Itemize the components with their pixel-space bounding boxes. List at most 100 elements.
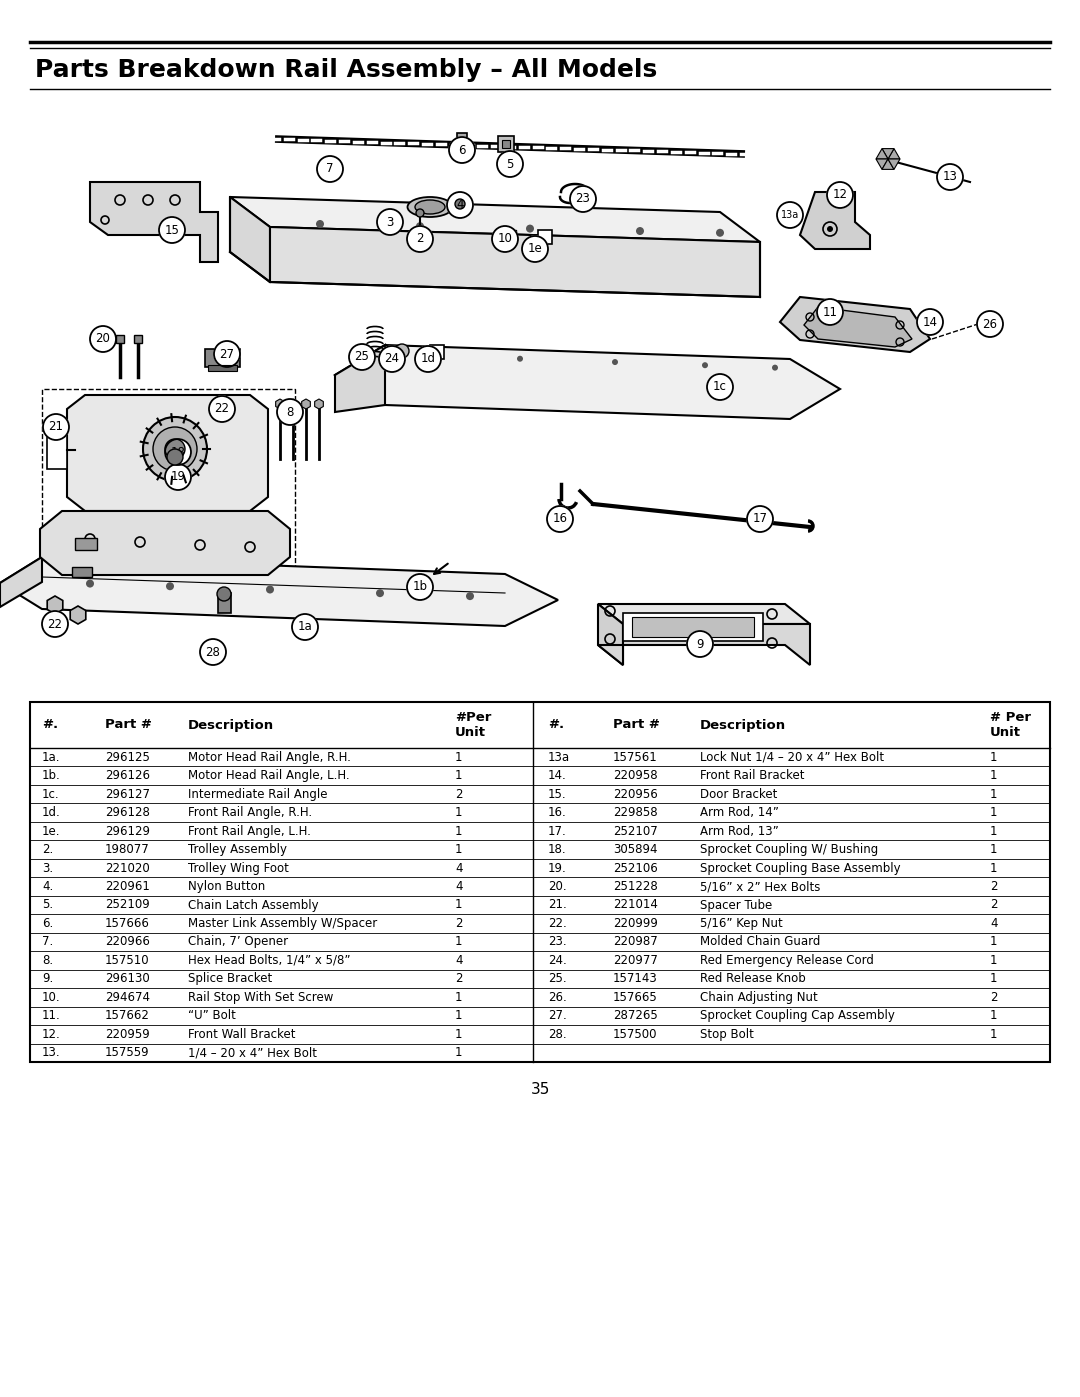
Text: Front Rail Angle, R.H.: Front Rail Angle, R.H. xyxy=(188,806,312,819)
Circle shape xyxy=(266,585,274,594)
Circle shape xyxy=(395,344,409,358)
Polygon shape xyxy=(888,159,900,169)
Text: 8.: 8. xyxy=(42,954,53,967)
Text: 3: 3 xyxy=(387,215,394,229)
Polygon shape xyxy=(90,182,218,263)
Circle shape xyxy=(159,217,185,243)
Text: 1: 1 xyxy=(455,898,462,911)
Text: 15: 15 xyxy=(164,224,179,236)
Text: 157143: 157143 xyxy=(613,972,658,985)
Polygon shape xyxy=(598,604,810,624)
Text: 12.: 12. xyxy=(42,1028,60,1041)
Circle shape xyxy=(416,210,424,217)
Text: Parts Breakdown Rail Assembly – All Models: Parts Breakdown Rail Assembly – All Mode… xyxy=(35,59,658,82)
Circle shape xyxy=(42,610,68,637)
Text: 13.: 13. xyxy=(42,1046,60,1059)
Text: 220999: 220999 xyxy=(613,916,658,930)
Text: 1: 1 xyxy=(990,1028,998,1041)
Text: 2: 2 xyxy=(990,990,998,1004)
Text: 13a: 13a xyxy=(781,210,799,219)
Polygon shape xyxy=(0,557,42,608)
Text: Part #: Part # xyxy=(105,718,152,732)
Text: 1b: 1b xyxy=(413,581,428,594)
Text: 1d.: 1d. xyxy=(42,806,60,819)
Circle shape xyxy=(447,191,473,218)
Bar xyxy=(504,231,516,240)
Text: “U” Bolt: “U” Bolt xyxy=(188,1009,235,1023)
Text: 251228: 251228 xyxy=(613,880,658,893)
Circle shape xyxy=(977,312,1003,337)
Circle shape xyxy=(143,416,207,481)
Circle shape xyxy=(526,225,534,232)
Text: 27.: 27. xyxy=(548,1009,567,1023)
Text: 220987: 220987 xyxy=(613,936,658,949)
Bar xyxy=(498,136,514,152)
Polygon shape xyxy=(598,624,810,665)
Polygon shape xyxy=(876,159,888,169)
Text: 1/4 – 20 x 4” Hex Bolt: 1/4 – 20 x 4” Hex Bolt xyxy=(188,1046,318,1059)
Text: 4: 4 xyxy=(455,954,462,967)
Text: Red Emergency Release Cord: Red Emergency Release Cord xyxy=(700,954,874,967)
Text: 1: 1 xyxy=(990,824,998,838)
Bar xyxy=(632,617,754,637)
Text: 18: 18 xyxy=(171,446,186,458)
Text: 11: 11 xyxy=(823,306,837,319)
Circle shape xyxy=(292,615,318,640)
Text: 4: 4 xyxy=(456,198,463,211)
Text: Trolley Wing Foot: Trolley Wing Foot xyxy=(188,862,288,875)
Circle shape xyxy=(43,414,69,440)
Text: Chain, 7’ Opener: Chain, 7’ Opener xyxy=(188,936,288,949)
Circle shape xyxy=(165,439,185,460)
Text: 5.: 5. xyxy=(42,898,53,911)
Circle shape xyxy=(492,226,518,251)
Circle shape xyxy=(90,326,116,352)
Text: 220956: 220956 xyxy=(613,788,658,800)
Circle shape xyxy=(349,344,375,370)
Circle shape xyxy=(827,182,853,208)
Text: 157500: 157500 xyxy=(613,1028,658,1041)
Circle shape xyxy=(416,222,424,231)
Text: 20.: 20. xyxy=(548,880,567,893)
Text: 13: 13 xyxy=(943,170,958,183)
Bar xyxy=(75,538,97,550)
Text: 4: 4 xyxy=(455,880,462,893)
Text: 1: 1 xyxy=(990,770,998,782)
Circle shape xyxy=(379,346,405,372)
Text: Lock Nut 1/4 – 20 x 4” Hex Bolt: Lock Nut 1/4 – 20 x 4” Hex Bolt xyxy=(700,750,885,764)
Circle shape xyxy=(827,226,833,232)
Text: 1: 1 xyxy=(990,806,998,819)
Text: 9: 9 xyxy=(697,637,704,651)
Text: Motor Head Rail Angle, R.H.: Motor Head Rail Angle, R.H. xyxy=(188,750,351,764)
Text: Trolley Assembly: Trolley Assembly xyxy=(188,842,287,856)
Bar xyxy=(538,231,552,244)
Text: Part #: Part # xyxy=(613,718,660,732)
Bar xyxy=(205,349,240,367)
Circle shape xyxy=(702,362,708,369)
Text: Rail Stop With Set Screw: Rail Stop With Set Screw xyxy=(188,990,334,1004)
Text: Chain Adjusting Nut: Chain Adjusting Nut xyxy=(700,990,818,1004)
Polygon shape xyxy=(230,197,270,282)
Text: 1: 1 xyxy=(455,1009,462,1023)
Text: Hex Head Bolts, 1/4” x 5/8”: Hex Head Bolts, 1/4” x 5/8” xyxy=(188,954,351,967)
Text: 1: 1 xyxy=(990,972,998,985)
Text: Front Wall Bracket: Front Wall Bracket xyxy=(188,1028,296,1041)
Text: 296125: 296125 xyxy=(105,750,150,764)
Circle shape xyxy=(747,506,773,532)
Text: 252107: 252107 xyxy=(613,824,658,838)
Text: 14: 14 xyxy=(922,316,937,328)
Text: 24.: 24. xyxy=(548,954,567,967)
Text: 22: 22 xyxy=(215,402,229,415)
Polygon shape xyxy=(598,604,623,665)
Text: 22.: 22. xyxy=(548,916,567,930)
Circle shape xyxy=(777,203,804,228)
Text: 16.: 16. xyxy=(548,806,567,819)
Bar xyxy=(430,345,444,359)
Bar xyxy=(623,613,762,641)
Bar xyxy=(30,703,1050,1062)
Polygon shape xyxy=(800,191,870,249)
Text: 157666: 157666 xyxy=(105,916,150,930)
Text: 11.: 11. xyxy=(42,1009,60,1023)
Circle shape xyxy=(217,587,231,601)
Circle shape xyxy=(716,229,724,236)
Text: #Per
Unit: #Per Unit xyxy=(455,711,491,739)
